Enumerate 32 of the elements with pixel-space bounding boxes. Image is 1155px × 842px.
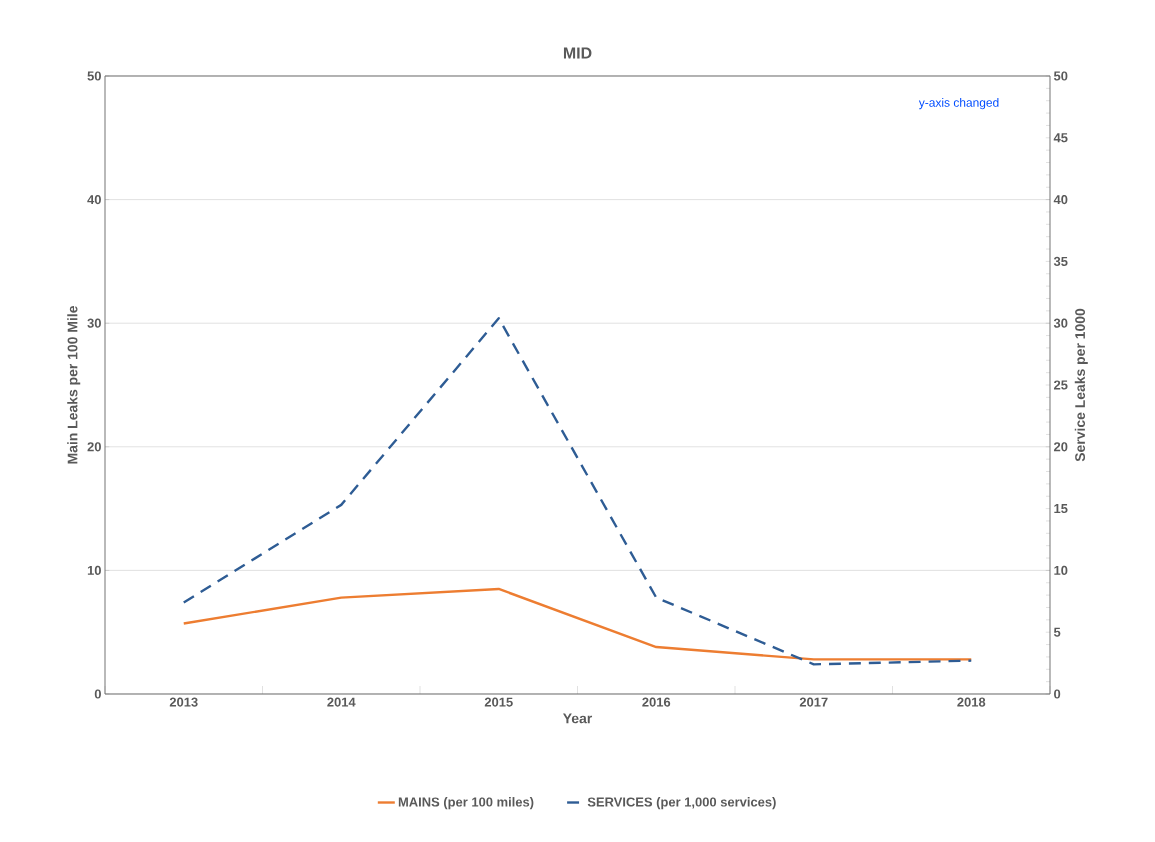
y-tick-label: 20 — [87, 442, 101, 452]
y2-tick-label: 0 — [1054, 689, 1061, 699]
y-tick-label: 10 — [87, 565, 101, 575]
x-tick-label: 2018 — [957, 697, 986, 707]
chart-title: MID — [563, 47, 592, 59]
y2-tick-label: 25 — [1053, 380, 1068, 390]
line-series — [182, 317, 973, 666]
x-tick-label: 2013 — [169, 697, 198, 707]
y-tick-label: 30 — [87, 318, 101, 328]
legend-label: MAINS (per 100 miles) — [398, 797, 534, 810]
y-tick-label: 50 — [87, 71, 101, 81]
y2-tick-label: 10 — [1054, 565, 1068, 575]
y2-axis-title: Service Leaks per 1000 — [1074, 308, 1088, 462]
y2-tick-label: 45 — [1053, 133, 1068, 143]
x-axis-title: Year — [563, 713, 593, 724]
y2-tick-label: 15 — [1054, 504, 1068, 514]
line-series — [182, 587, 973, 661]
y2-tick-label: 5 — [1053, 627, 1061, 637]
x-tick-label: 2014 — [327, 697, 356, 707]
x-tick-label: 2017 — [799, 697, 828, 707]
y2-tick-label: 30 — [1053, 318, 1068, 328]
x-tick-label: 2015 — [484, 697, 513, 707]
y-axis-title: Main Leaks per 100 Mile — [67, 306, 81, 464]
y2-tick-label: 40 — [1053, 195, 1068, 205]
y2-tick-label: 35 — [1053, 256, 1068, 266]
y-tick-label: 40 — [87, 195, 101, 205]
x-tick-label: 2016 — [642, 697, 671, 707]
y2-tick-label: 50 — [1053, 71, 1068, 81]
annotation: y-axis changed — [918, 98, 999, 110]
y2-tick-label: 20 — [1053, 442, 1068, 452]
legend-label: SERVICES (per 1,000 services) — [587, 797, 776, 810]
y-tick-label: 0 — [94, 689, 101, 699]
